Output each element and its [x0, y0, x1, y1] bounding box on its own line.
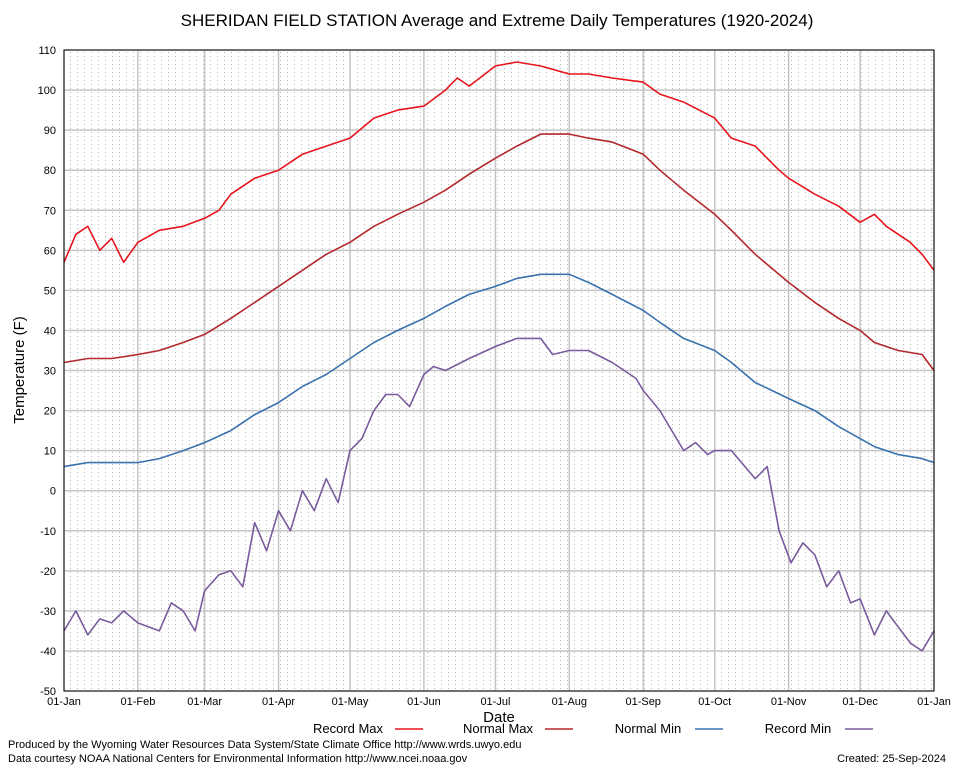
y-tick-label: 30: [44, 366, 56, 378]
footer-created: Created: 25-Sep-2024: [837, 753, 946, 765]
x-tick-label: 01-Aug: [552, 696, 587, 708]
footer-courtesy: Data courtesy NOAA National Centers for …: [8, 753, 468, 765]
chart-title: SHERIDAN FIELD STATION Average and Extre…: [181, 11, 814, 30]
legend-label: Record Max: [313, 721, 384, 736]
y-tick-label: 40: [44, 325, 56, 337]
x-tick-label: 01-Dec: [842, 696, 878, 708]
x-tick-label: 01-Feb: [120, 696, 155, 708]
gridlines: [63, 49, 935, 692]
x-tick-label: 01-May: [332, 696, 369, 708]
x-tick-label: 01-Jul: [480, 696, 510, 708]
series-line-record-min: [63, 337, 935, 652]
x-tick-label: 01-Oct: [698, 696, 731, 708]
x-tick-label: 01-Mar: [187, 696, 222, 708]
series-line-normal-max: [63, 133, 935, 371]
x-tick-label: 01-Apr: [262, 696, 295, 708]
y-tick-label: 100: [38, 85, 56, 97]
y-tick-label: -30: [40, 606, 56, 618]
y-tick-label: -20: [40, 566, 56, 578]
x-tick-label: 01-Jan: [917, 696, 951, 708]
x-axis-label: Date: [483, 709, 515, 726]
y-tick-label: 0: [50, 486, 56, 498]
series-line-normal-min: [63, 273, 935, 468]
y-tick-label: 110: [38, 45, 56, 57]
axis-labels: -50 -40 -30 -20 -10 0 10 20 30 40 50 60 70 80 90 100 110…: [38, 45, 951, 708]
x-tick-label: 01-Jun: [407, 696, 441, 708]
legend-label: Normal Max: [463, 721, 534, 736]
y-tick-label: 10: [44, 446, 56, 458]
y-tick-label: -10: [40, 526, 56, 538]
y-tick-label: 20: [44, 406, 56, 418]
footer-produced-by: Produced by the Wyoming Water Resources …: [8, 739, 522, 751]
x-tick-label: 01-Jan: [47, 696, 81, 708]
y-tick-label: 70: [44, 205, 56, 217]
y-axis-label: Temperature (F): [11, 316, 28, 424]
data-series: [63, 61, 935, 652]
y-tick-label: 60: [44, 245, 56, 257]
plot-border: [63, 49, 935, 692]
y-tick-label: -40: [40, 646, 56, 658]
series-line-record-max: [63, 61, 935, 271]
x-tick-label: 01-Sep: [625, 696, 660, 708]
legend: Record Max Normal Max Normal Min Record Min: [313, 721, 873, 736]
legend-label: Record Min: [765, 721, 831, 736]
y-tick-label: 80: [44, 165, 56, 177]
x-tick-label: 01-Nov: [771, 696, 807, 708]
y-tick-label: 50: [44, 285, 56, 297]
legend-label: Normal Min: [615, 721, 681, 736]
y-tick-label: 90: [44, 125, 56, 137]
y-tick-label: -50: [40, 686, 56, 698]
